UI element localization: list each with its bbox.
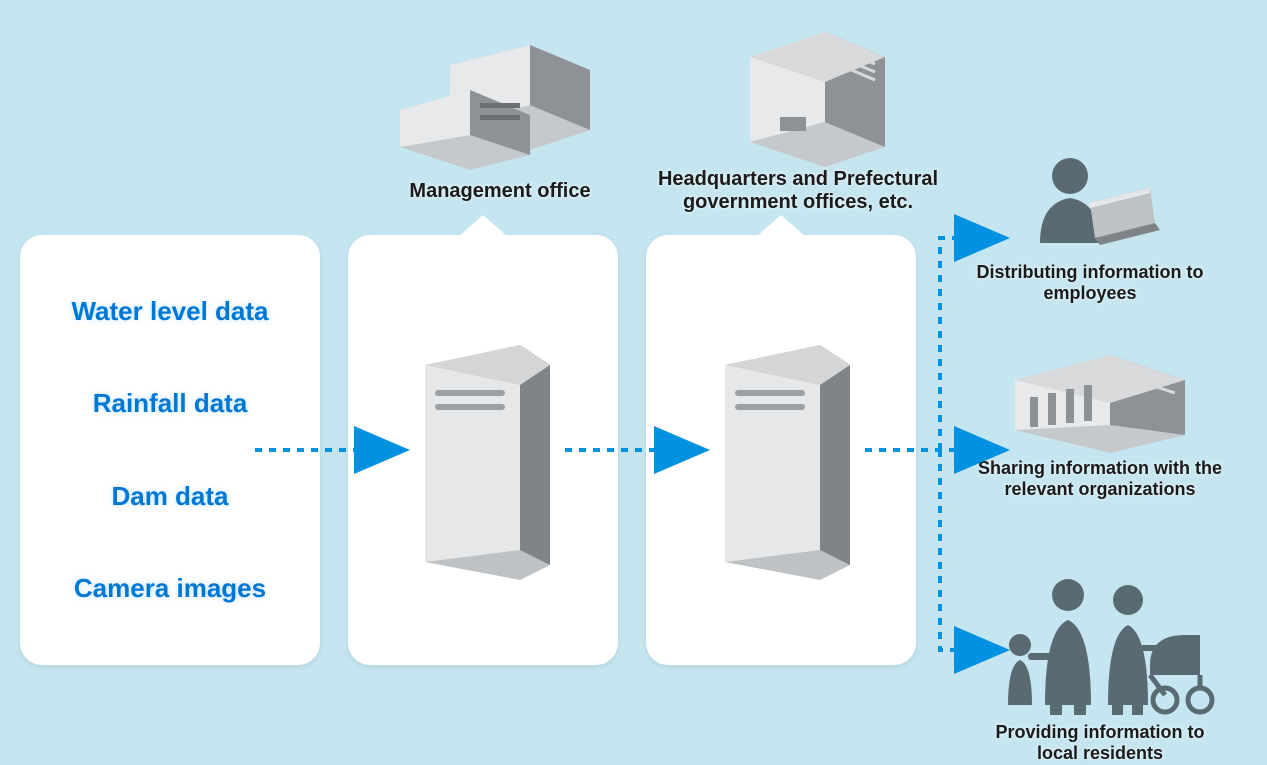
flow-arrows	[0, 0, 1267, 765]
